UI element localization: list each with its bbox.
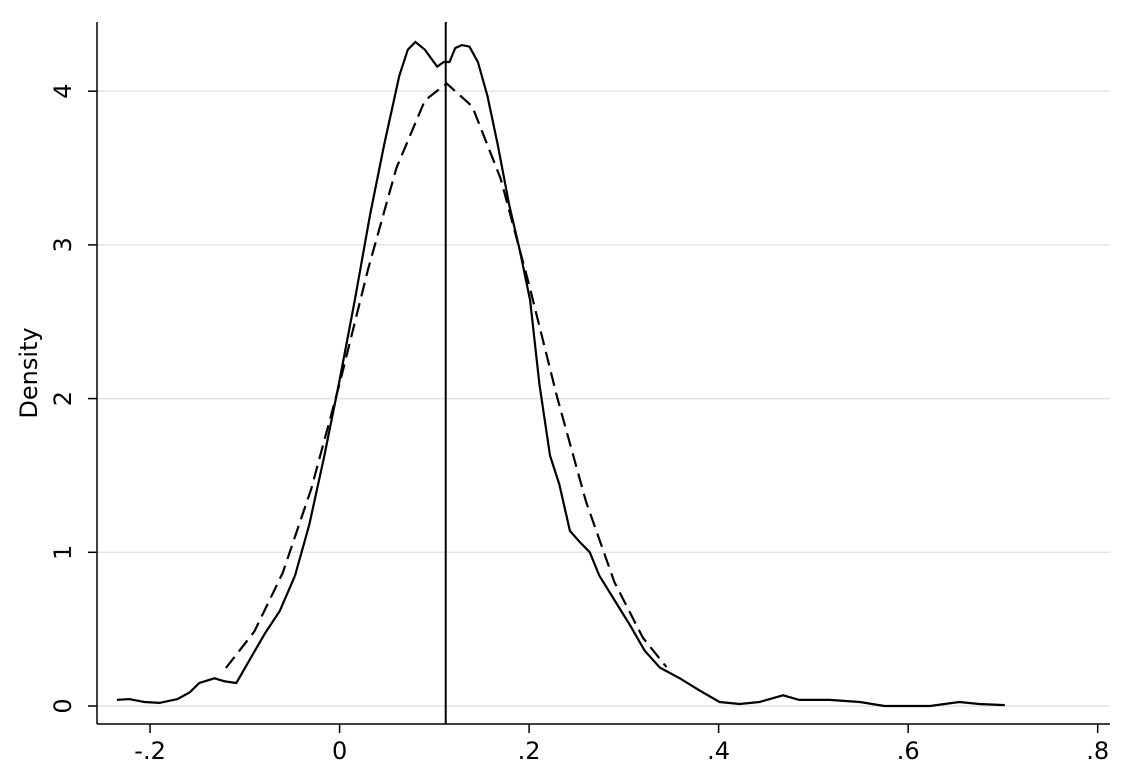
x-tick-label: .6 xyxy=(897,737,920,765)
x-tick-label: .4 xyxy=(707,737,730,765)
y-axis-label: Density xyxy=(15,327,43,418)
density-line xyxy=(116,40,1005,708)
x-tick-label: 0 xyxy=(332,737,347,765)
y-tick-label: 0 xyxy=(49,698,77,713)
x-tick-label: -.2 xyxy=(134,737,166,765)
x-tick-label: .2 xyxy=(518,737,541,765)
y-tick-label: 1 xyxy=(49,545,77,560)
y-tick-label: 2 xyxy=(49,391,77,406)
x-tick-label: .8 xyxy=(1086,737,1109,765)
y-tick-label: 3 xyxy=(49,237,77,252)
y-tick-label: 4 xyxy=(49,84,77,99)
